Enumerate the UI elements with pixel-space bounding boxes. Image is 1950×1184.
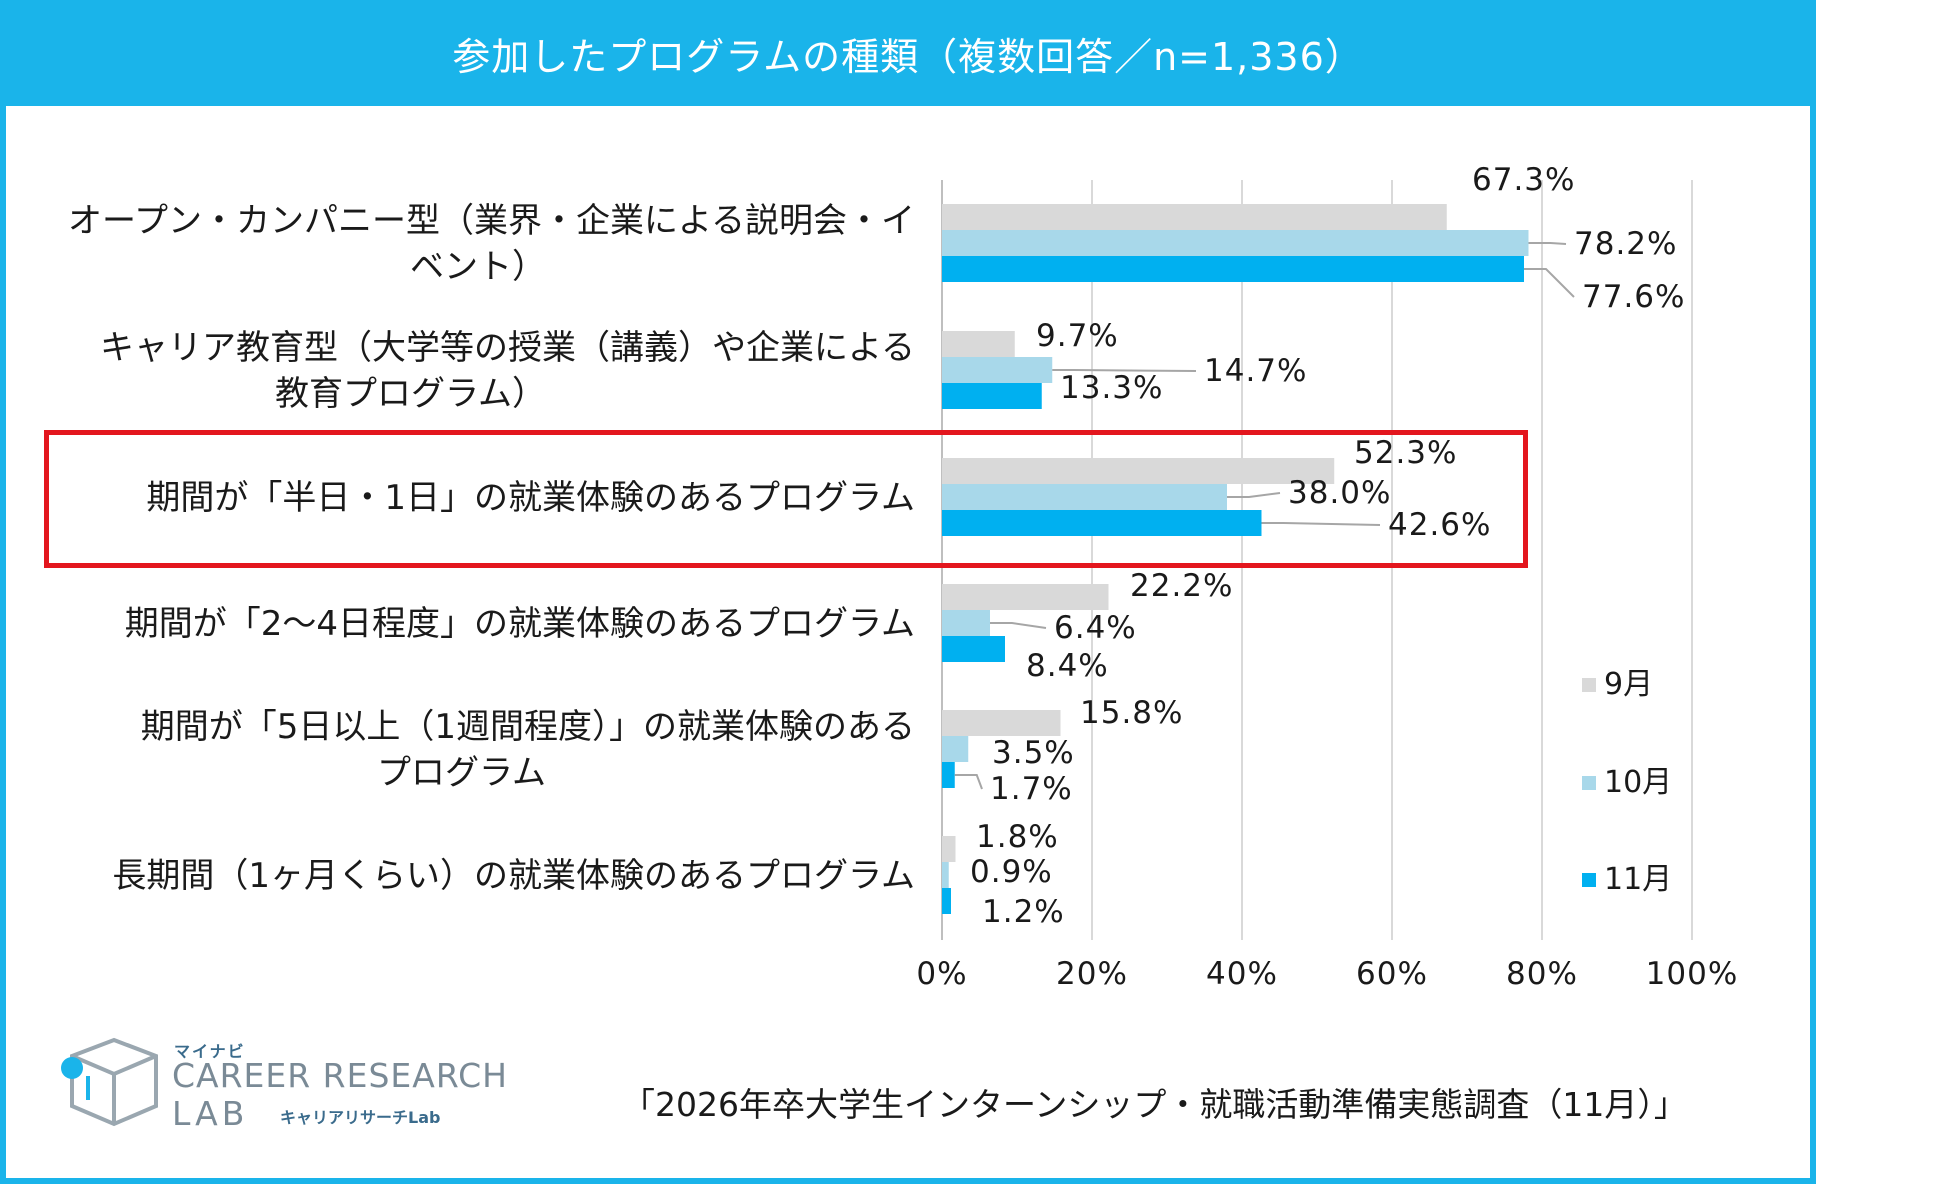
data-label: 1.7% [990,771,1073,807]
category-label: 期間が「2～4日程度」の就業体験のあるプログラム [125,604,915,644]
legend-swatch [1582,678,1596,692]
data-label: 3.5% [992,735,1075,771]
leader-line [1528,242,1567,245]
legend-label: 10月 [1604,765,1672,800]
logo-brand-text: マイナビ [174,1042,246,1061]
logo-subtitle: キャリアリサーチLab [280,1108,441,1127]
category-label: 期間が「5日以上（1週間程度）」の就業体験のある [141,707,915,747]
category-label: 長期間（1ヶ月くらい）の就業体験のあるプログラム [112,856,915,896]
data-label: 9.7% [1036,318,1119,354]
chart-title: 参加したプログラムの種類（複数回答／n=1,336） [0,0,1816,106]
leader-line [1524,268,1575,298]
bar [942,510,1262,536]
category-label: 期間が「半日・1日」の就業体験のあるプログラム [146,478,915,518]
bar [942,383,1042,409]
data-label: 52.3% [1354,435,1457,471]
x-tick-label: 20% [1056,956,1128,992]
legend-label: 9月 [1604,667,1653,702]
bar [942,862,949,888]
data-label: 38.0% [1288,475,1391,511]
data-label: 78.2% [1574,226,1677,262]
bar [942,636,1005,662]
bar [942,256,1524,282]
bar [942,710,1061,736]
category-label: ベント） [410,247,546,287]
bar [942,357,1053,383]
bar [942,736,969,762]
x-tick-label: 60% [1356,956,1428,992]
bar [942,836,956,862]
data-label: 14.7% [1204,353,1307,389]
category-label: プログラム [377,753,546,793]
bar [942,230,1529,256]
bar [942,484,1227,510]
bar [942,204,1447,230]
data-label: 15.8% [1080,695,1183,731]
leader-line [954,774,983,790]
data-label: 67.3% [1472,162,1575,198]
category-label: 教育プログラム） [275,374,546,414]
bar [942,331,1015,357]
leader-line [1261,522,1381,526]
data-label: 1.8% [976,819,1059,855]
category-label: キャリア教育型（大学等の授業（講義）や企業による [100,328,915,368]
data-label: 0.9% [970,854,1053,890]
x-tick-label: 100% [1646,956,1739,992]
category-label: オープン・カンパニー型（業界・企業による説明会・イ [68,201,915,241]
x-tick-label: 40% [1206,956,1278,992]
data-label: 1.2% [982,894,1065,930]
career-research-lab-logo: マイナビ CAREER RESEARCH LAB キャリアリサーチLab [52,1034,552,1134]
logo-title-line1: CAREER RESEARCH [172,1056,508,1095]
chart-frame [0,0,1816,1184]
leader-line [1052,369,1197,372]
data-label: 6.4% [1054,610,1137,646]
cube-logo-icon [61,1037,158,1127]
bar [942,888,951,914]
bar [942,584,1109,610]
data-label: 77.6% [1582,279,1685,315]
x-tick-label: 80% [1506,956,1578,992]
highlight-box [44,430,1528,568]
leader-line [1227,492,1281,498]
leader-line [990,622,1047,629]
data-label: 13.3% [1060,370,1163,406]
bar [942,458,1335,484]
logo-title-line2: LAB [172,1094,249,1133]
x-tick-label: 0% [916,956,967,992]
legend-label: 11月 [1604,862,1672,897]
source-note: 「2026年卒大学生インターンシップ・就職活動準備実態調査（11月）」 [622,1085,1687,1124]
data-label: 22.2% [1130,568,1233,604]
data-label: 42.6% [1388,507,1491,543]
data-label: 8.4% [1026,648,1109,684]
legend-swatch [1582,776,1596,790]
bar [942,610,990,636]
bar [942,762,955,788]
legend-swatch [1582,873,1596,887]
